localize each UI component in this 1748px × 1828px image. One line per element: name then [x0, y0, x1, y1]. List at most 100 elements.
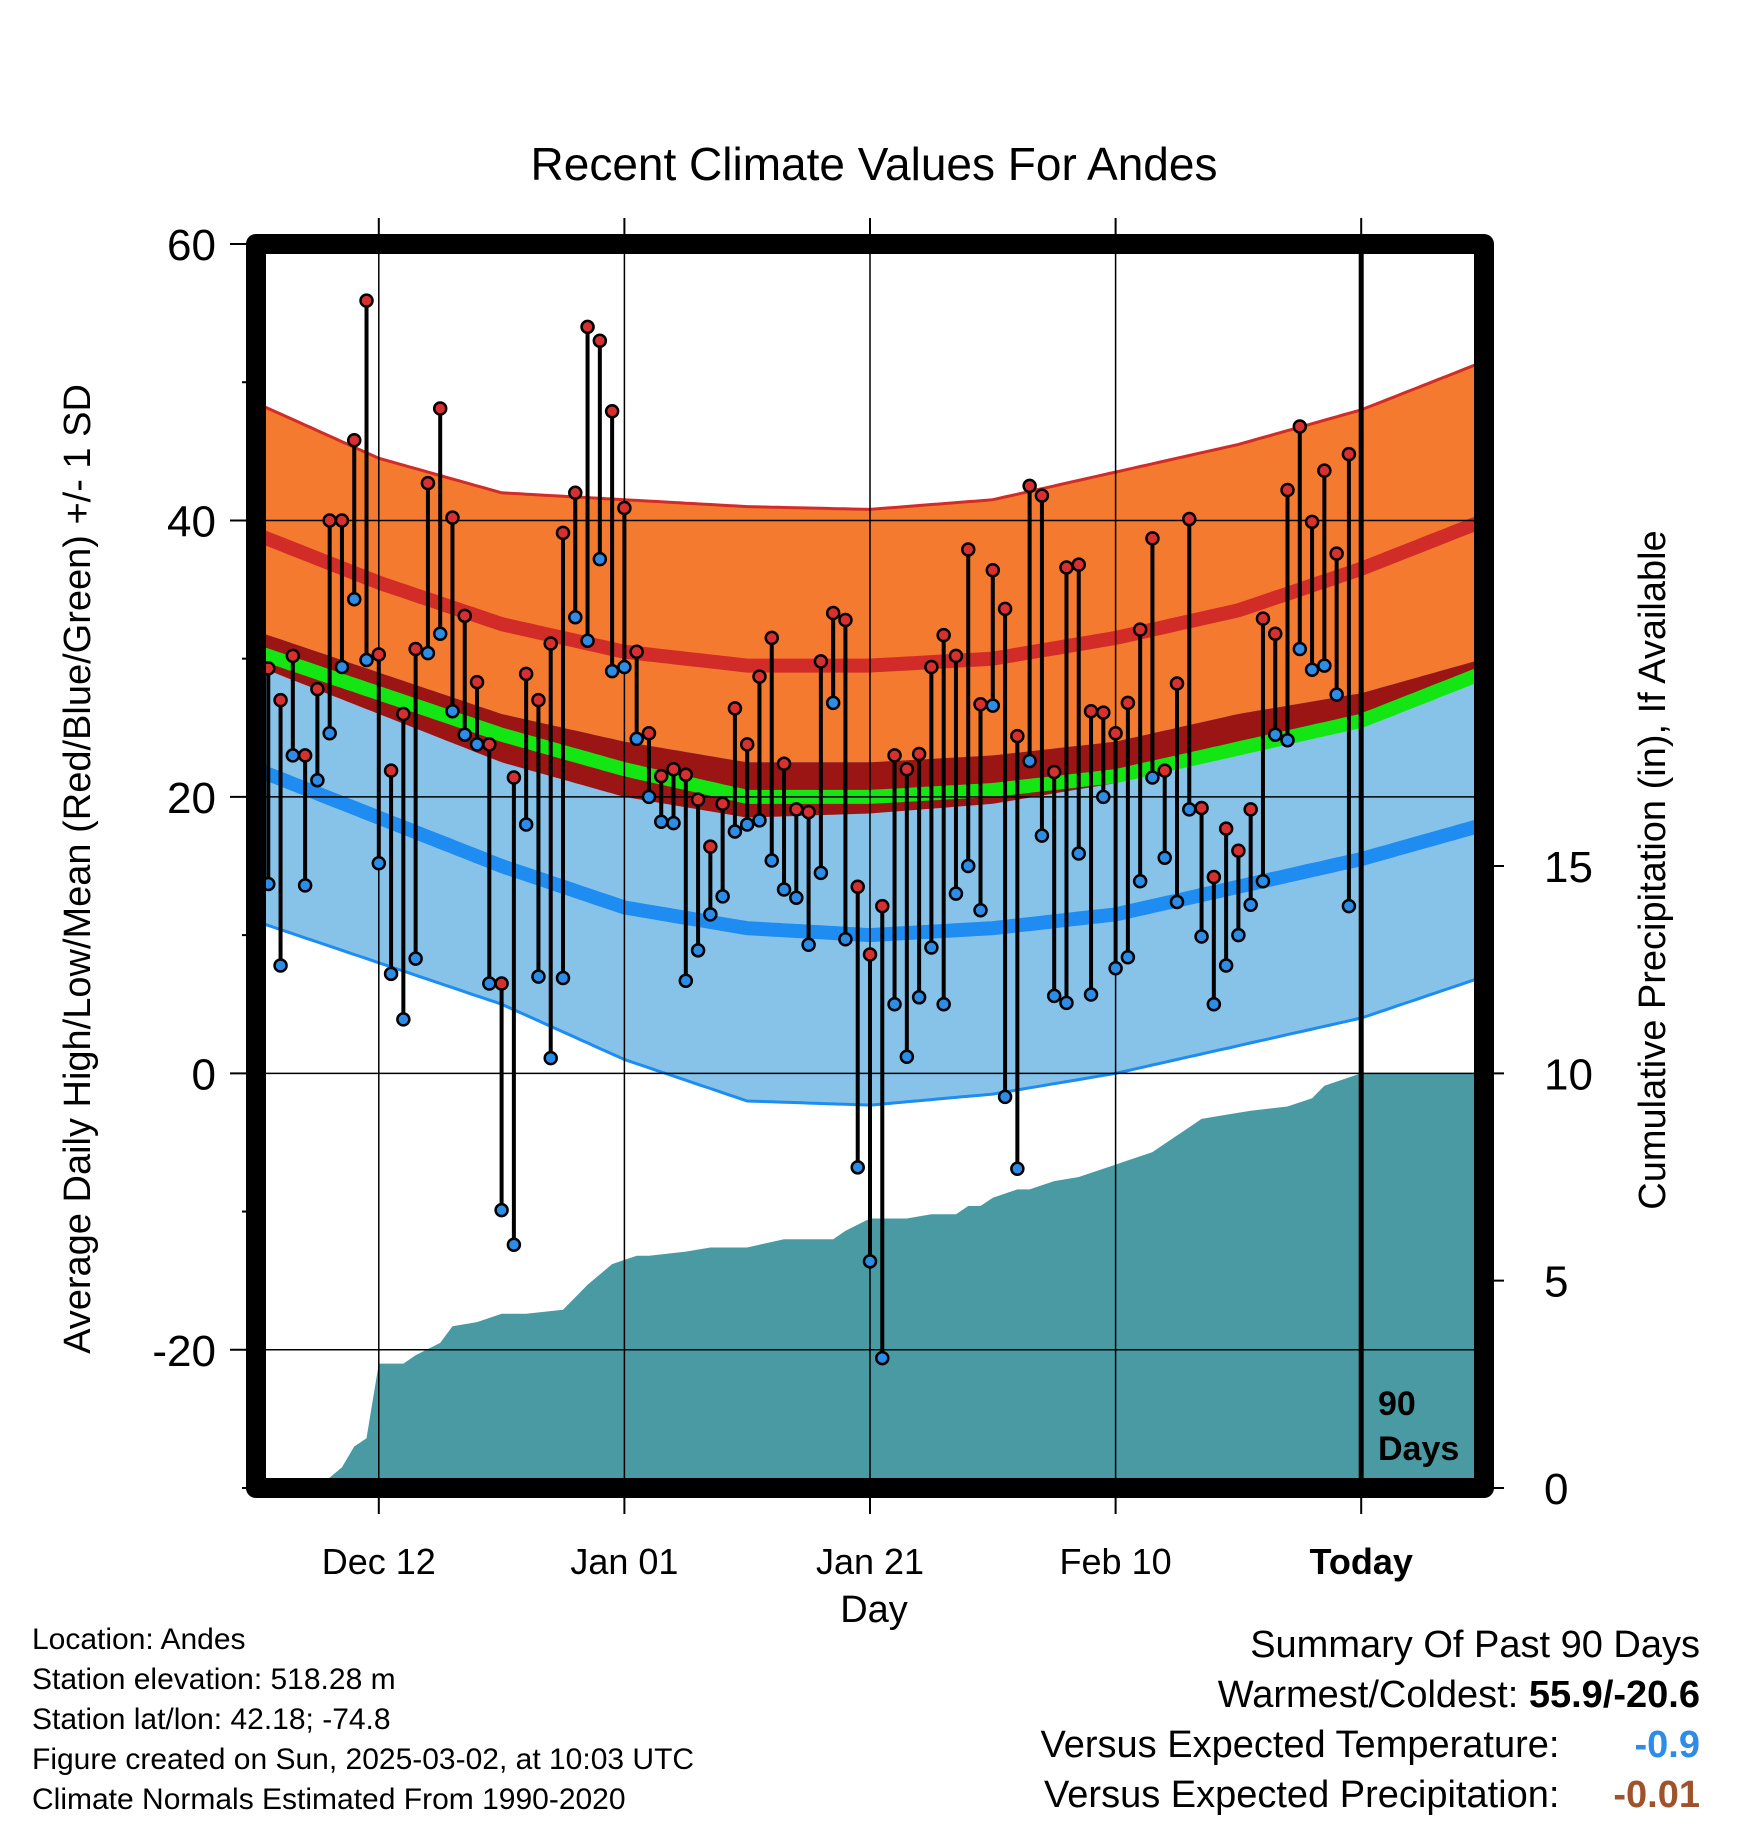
daily-high-point	[1267, 626, 1283, 642]
daily-low-point	[1022, 753, 1037, 769]
daily-low-point	[813, 865, 829, 881]
daily-high-point	[1022, 478, 1037, 494]
daily-high-point	[1243, 802, 1258, 817]
daily-low-point	[1231, 927, 1246, 943]
daily-high-point	[813, 654, 829, 669]
daily-high-point	[1231, 843, 1246, 859]
daily-high-point	[1108, 726, 1123, 741]
daily-low-point	[789, 890, 804, 906]
daily-low-point	[997, 1089, 1013, 1105]
daily-high-point	[494, 976, 509, 991]
daily-high-point	[960, 542, 976, 557]
daily-low-point	[506, 1237, 522, 1252]
daily-low-point	[310, 773, 325, 788]
daily-high-point	[592, 333, 608, 349]
daily-low-point	[825, 695, 841, 711]
daily-low-point	[1206, 996, 1222, 1012]
y-right-tick-label: 5	[1544, 1258, 1568, 1307]
daily-high-point	[396, 706, 411, 722]
daily-low-point	[482, 976, 497, 991]
daily-high-point	[997, 601, 1013, 617]
daily-low-point	[960, 858, 976, 874]
daily-low-point	[494, 1202, 509, 1218]
daily-low-point	[764, 853, 780, 868]
daily-high-point	[445, 510, 460, 525]
daily-high-point	[543, 636, 558, 651]
daily-high-point	[408, 641, 423, 657]
daily-high-point	[580, 319, 595, 335]
daily-high-point	[273, 692, 288, 708]
daily-high-point	[1120, 695, 1136, 711]
station-info: Location: Andes Station elevation: 518.2…	[32, 1620, 694, 1820]
daily-low-point	[641, 789, 657, 805]
daily-low-point	[875, 1350, 890, 1366]
daily-low-point	[739, 817, 755, 832]
daily-high-point	[764, 630, 780, 646]
daily-low-point	[518, 817, 534, 832]
y-tick-label: 40	[167, 497, 216, 546]
daily-high-point	[862, 947, 878, 962]
daily-low-point	[936, 996, 951, 1012]
daily-high-point	[285, 648, 301, 664]
daily-high-point	[801, 804, 816, 820]
daily-low-point	[1059, 995, 1074, 1011]
daily-high-point	[1071, 557, 1087, 572]
daily-low-point	[1267, 727, 1283, 742]
daily-low-point	[1218, 958, 1234, 973]
daily-high-point	[653, 768, 669, 784]
daily-low-point	[420, 645, 436, 661]
daily-low-point	[568, 609, 583, 625]
daily-high-point	[973, 697, 988, 712]
summary-heading: Summary Of Past 90 Days	[1250, 1624, 1700, 1666]
y-axis-right-ticks: 0 5 10 15	[1484, 843, 1593, 1514]
location-text: Location: Andes	[32, 1623, 246, 1656]
daily-high-point	[457, 608, 473, 624]
y-axis-ticks: -20 0 20 40 60	[152, 221, 256, 1489]
daily-high-point	[1341, 446, 1357, 462]
x-axis-label: Day	[840, 1589, 908, 1631]
daily-high-point	[383, 763, 399, 778]
daily-low-point	[346, 591, 362, 607]
daily-high-point	[985, 562, 1001, 578]
precip-anomaly-label: Versus Expected Precipitation:	[1044, 1774, 1560, 1816]
daily-high-point	[789, 802, 804, 817]
temp-anomaly-label: Versus Expected Temperature:	[1040, 1724, 1560, 1766]
x-tick-label: Jan 01	[570, 1541, 678, 1582]
daily-high-point	[1304, 514, 1320, 530]
elevation-text: Station elevation: 518.28 m	[32, 1663, 396, 1696]
daily-low-point	[1034, 828, 1050, 843]
summary-panel: Summary Of Past 90 Days Warmest/Coldest:…	[1041, 1620, 1700, 1820]
daily-low-point	[531, 969, 546, 984]
chart-title: Recent Climate Values For Andes	[531, 138, 1218, 190]
daily-high-point	[911, 746, 927, 762]
daily-high-point	[1157, 763, 1172, 778]
daily-high-point	[1132, 622, 1148, 637]
daily-low-point	[1292, 641, 1308, 657]
daily-high-point	[1010, 728, 1025, 744]
daily-low-point	[887, 996, 902, 1012]
daily-low-point	[1010, 1161, 1025, 1176]
daily-low-point	[555, 970, 571, 986]
daily-high-point	[346, 433, 362, 448]
daily-low-point	[1341, 898, 1357, 914]
daily-high-point	[1034, 488, 1050, 503]
daily-high-point	[604, 403, 620, 419]
y-axis-right-label: Cumulative Precipitation (in), If Availa…	[1632, 530, 1674, 1209]
daily-high-point	[420, 475, 436, 491]
daily-low-point	[1046, 988, 1062, 1004]
daily-low-point	[432, 626, 448, 642]
y-right-tick-label: 15	[1544, 843, 1593, 892]
daily-high-point	[482, 737, 497, 752]
daily-low-point	[850, 1160, 865, 1175]
daily-low-point	[1120, 949, 1136, 965]
daily-high-point	[825, 605, 841, 621]
daily-low-point	[985, 698, 1001, 713]
daily-high-point	[690, 792, 706, 807]
temp-anomaly-value: -0.9	[1634, 1724, 1700, 1766]
summary-precip: Versus Expected Precipitation: -0.01	[1041, 1770, 1700, 1820]
daily-high-point	[948, 648, 964, 664]
daily-low-point	[1182, 802, 1197, 817]
daily-low-point	[1145, 770, 1160, 785]
created-text: Figure created on Sun, 2025-03-02, at 10…	[32, 1743, 695, 1776]
